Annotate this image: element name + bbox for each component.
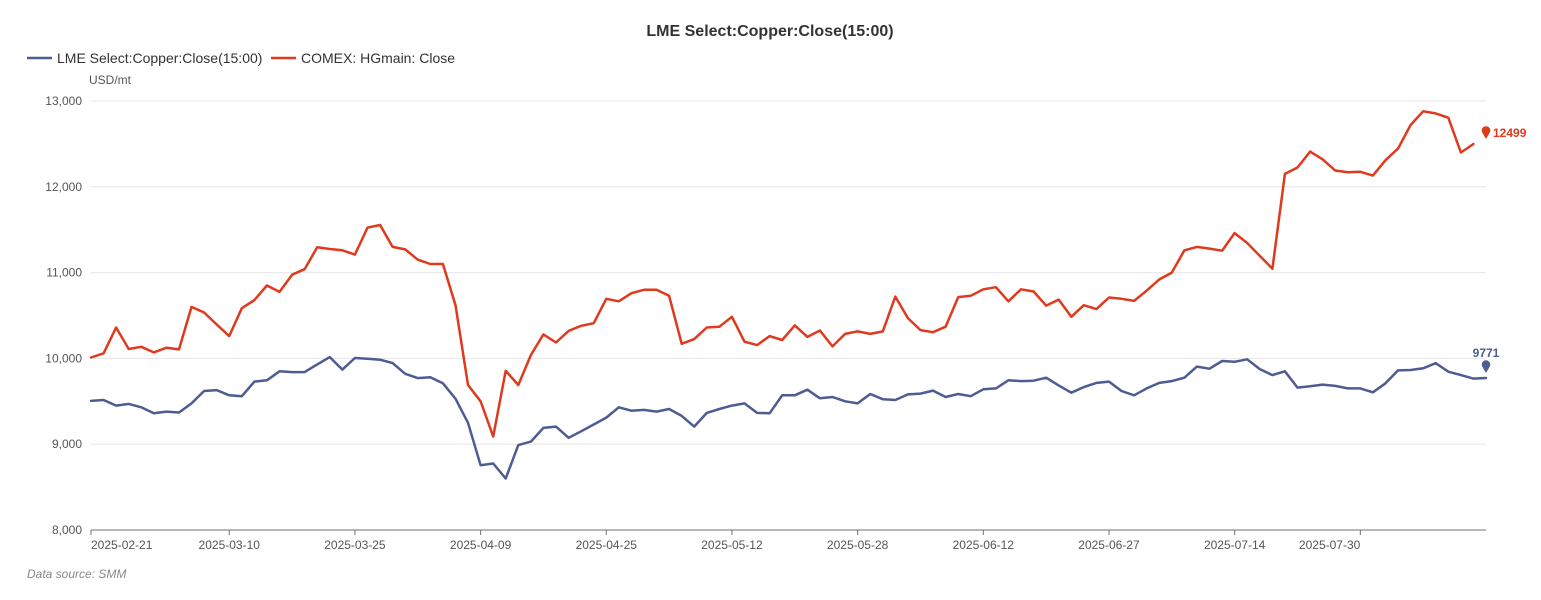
x-axis: 2025-02-21 2025-03-10 2025-03-25 2025-04-09… (90, 529, 1486, 552)
legend[interactable]: LME Select:Copper:Close(15:00) COMEX: HG… (27, 50, 455, 66)
x-tick-label: 2025-05-28 (827, 538, 889, 552)
y-axis-ticks: 8,000 9,000 10,000 11,000 12,000 13,000 (45, 94, 82, 537)
y-tick-label: 10,000 (45, 351, 82, 365)
series-lines (89, 110, 1488, 480)
lme-end-marker: 9771 (1473, 346, 1500, 374)
x-tick-label: 2025-07-30 (1299, 538, 1361, 552)
data-source-note: Data source: SMM (27, 567, 127, 581)
end-value-label: 9771 (1473, 346, 1500, 360)
legend-label-lme[interactable]: LME Select:Copper:Close(15:00) (57, 50, 262, 66)
x-tick-label: 2025-07-14 (1204, 538, 1266, 552)
x-tick-label: 2025-03-10 (199, 538, 261, 552)
end-value-label: 12499 (1493, 126, 1527, 140)
end-markers: 9771 12499 (1473, 126, 1527, 374)
map-pin-icon (1481, 360, 1491, 374)
map-pin-icon (1481, 126, 1491, 139)
x-tick-label: 2025-06-12 (953, 538, 1015, 552)
lme-copper-line (89, 355, 1488, 480)
x-tick-label: 2025-06-27 (1078, 538, 1140, 552)
x-tick-label: 2025-04-25 (576, 538, 638, 552)
x-tick-label: 2025-04-09 (450, 538, 512, 552)
y-tick-label: 8,000 (52, 523, 82, 537)
legend-label-comex[interactable]: COMEX: HGmain: Close (301, 50, 455, 66)
y-tick-label: 9,000 (52, 437, 82, 451)
y-tick-label: 12,000 (45, 180, 82, 194)
y-tick-label: 13,000 (45, 94, 82, 108)
y-tick-label: 11,000 (46, 266, 82, 280)
comex-end-marker: 12499 (1481, 126, 1527, 140)
chart-title: LME Select:Copper:Close(15:00) (646, 23, 893, 40)
y-axis-unit-label: USD/mt (89, 73, 132, 87)
comex-copper-line (89, 110, 1475, 438)
x-tick-label: 2025-02-21 (91, 538, 153, 552)
grid-lines (91, 100, 1486, 445)
x-tick-label: 2025-05-12 (701, 538, 763, 552)
x-tick-label: 2025-03-25 (324, 538, 386, 552)
